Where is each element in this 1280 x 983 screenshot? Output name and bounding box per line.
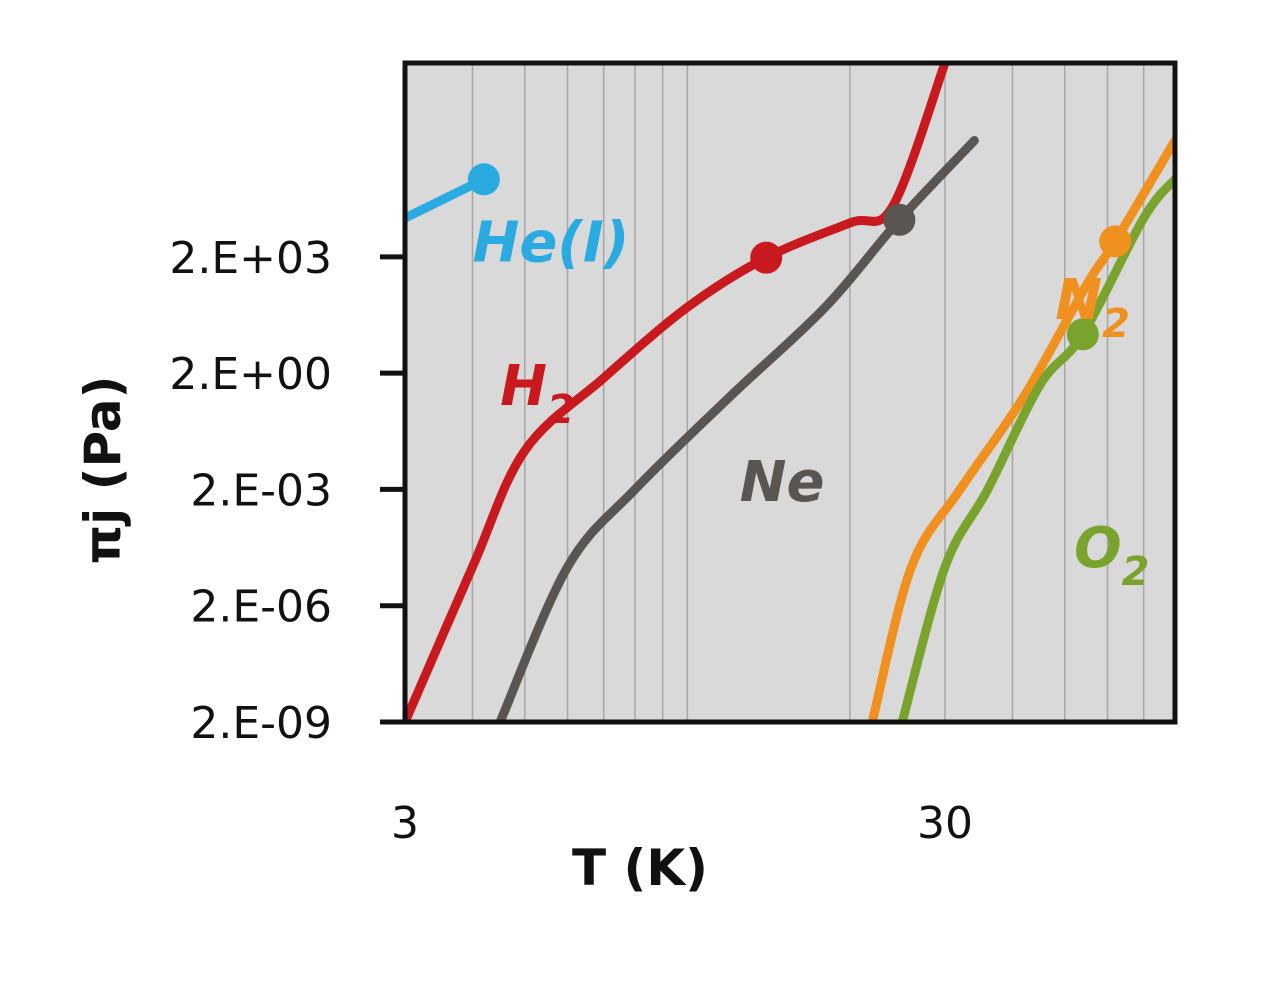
y-tick-label: 2.E+00	[169, 349, 332, 400]
series-line-o2	[897, 174, 1175, 722]
y-axis: 2.E-09 2.E-06 2.E-03 2.E+00 2.E+03	[169, 63, 408, 749]
series-marker-he-i	[467, 163, 500, 196]
series-label-n2: N2	[1055, 268, 1130, 347]
x-axis-title: T (K)	[572, 839, 708, 897]
marker-group	[467, 163, 1132, 351]
series-labels: He(I) H2 Ne N2 O2	[472, 211, 1149, 595]
y-axis-title: πj (Pa)	[74, 376, 132, 565]
series-marker-ne	[883, 203, 916, 236]
series-label-o2: O2	[1074, 516, 1149, 595]
y-tick-label: 2.E-03	[190, 465, 332, 516]
series-marker-h2	[750, 241, 783, 274]
series-label-he-i: He(I)	[472, 211, 629, 276]
series-marker-o2	[1066, 318, 1099, 351]
x-axis: 3 30	[380, 719, 1175, 849]
x-tick-label: 3	[391, 798, 419, 849]
x-tick-label: 30	[917, 798, 973, 849]
series-label-h2: H2	[500, 354, 575, 433]
series-label-ne: Ne	[740, 450, 825, 515]
y-tick-label: 2.E-06	[190, 582, 332, 633]
y-tick-label: 2.E+03	[169, 233, 332, 284]
plot-area-background	[405, 63, 1175, 722]
y-tick-label: 2.E-09	[190, 698, 332, 749]
series-marker-n2	[1099, 225, 1132, 258]
